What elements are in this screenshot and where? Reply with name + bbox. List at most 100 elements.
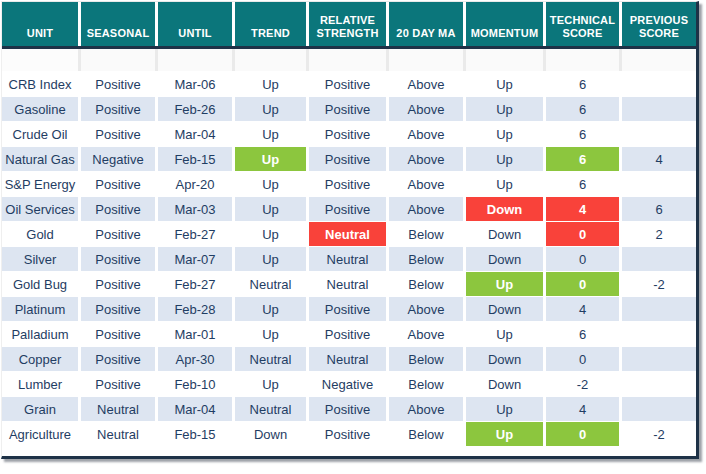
cell-trend: Up	[235, 322, 306, 346]
cell-momentum: Up	[466, 97, 543, 121]
cell-unit: Gold Bug	[2, 272, 78, 296]
cell-trend: Neutral	[235, 397, 306, 421]
cell-relative_strength: Positive	[309, 322, 386, 346]
cell-technical_score: 0	[546, 422, 619, 446]
column-header-until: UNTIL	[158, 2, 232, 46]
spacer-cell-previous_score	[622, 49, 696, 71]
technical-score-table: UNITSEASONALUNTILTRENDRELATIVE STRENGTH2…	[1, 1, 699, 459]
spacer-cell-unit	[2, 49, 78, 71]
cell-until: Feb-15	[158, 422, 232, 446]
column-header-ma20: 20 DAY MA	[389, 2, 463, 46]
spacer-cell-technical_score	[546, 49, 619, 71]
cell-trend: Neutral	[235, 272, 306, 296]
cell-seasonal: Positive	[81, 322, 155, 346]
header-row: UNITSEASONALUNTILTRENDRELATIVE STRENGTH2…	[2, 2, 696, 46]
spacer-cell-momentum	[466, 49, 543, 71]
cell-momentum: Up	[466, 322, 543, 346]
cell-trend: Up	[235, 197, 306, 221]
cell-previous_score: -2	[622, 422, 696, 446]
cell-relative_strength: Positive	[309, 147, 386, 171]
cell-previous_score	[622, 397, 696, 421]
cell-until: Feb-27	[158, 272, 232, 296]
cell-unit: Gasoline	[2, 97, 78, 121]
cell-momentum: Down	[466, 197, 543, 221]
cell-ma20: Above	[389, 297, 463, 321]
spacer-cell-seasonal	[81, 49, 155, 71]
column-header-previous_score: PREVIOUS SCORE	[622, 2, 696, 46]
cell-momentum: Up	[466, 147, 543, 171]
cell-momentum: Down	[466, 347, 543, 371]
cell-seasonal: Positive	[81, 297, 155, 321]
cell-until: Mar-03	[158, 197, 232, 221]
cell-previous_score	[622, 172, 696, 196]
cell-seasonal: Positive	[81, 197, 155, 221]
cell-ma20: Above	[389, 97, 463, 121]
cell-seasonal: Positive	[81, 97, 155, 121]
column-header-trend: TREND	[235, 2, 306, 46]
cell-unit: Platinum	[2, 297, 78, 321]
cell-relative_strength: Positive	[309, 122, 386, 146]
cell-ma20: Below	[389, 372, 463, 396]
cell-ma20: Above	[389, 172, 463, 196]
cell-until: Feb-27	[158, 222, 232, 246]
cell-seasonal: Positive	[81, 172, 155, 196]
cell-unit: Palladium	[2, 322, 78, 346]
cell-relative_strength: Positive	[309, 397, 386, 421]
spacer-cell-trend	[235, 49, 306, 71]
cell-until: Feb-10	[158, 372, 232, 396]
spacer-cell-relative_strength	[309, 49, 386, 71]
cell-relative_strength: Neutral	[309, 347, 386, 371]
cell-previous_score	[622, 372, 696, 396]
cell-until: Feb-26	[158, 97, 232, 121]
cell-trend: Up	[235, 297, 306, 321]
column-header-momentum: MOMENTUM	[466, 2, 543, 46]
cell-seasonal: Positive	[81, 72, 155, 96]
cell-until: Feb-28	[158, 297, 232, 321]
cell-unit: Oil Services	[2, 197, 78, 221]
cell-trend: Up	[235, 97, 306, 121]
cell-trend: Up	[235, 247, 306, 271]
cell-until: Mar-06	[158, 72, 232, 96]
page: { "chart_data": { "type": "table", "colu…	[0, 0, 706, 474]
column-header-seasonal: SEASONAL	[81, 2, 155, 46]
cell-seasonal: Positive	[81, 347, 155, 371]
cell-previous_score	[622, 297, 696, 321]
column-header-unit: UNIT	[2, 2, 78, 46]
cell-technical_score: 4	[546, 297, 619, 321]
cell-seasonal: Positive	[81, 272, 155, 296]
cell-unit: Gold	[2, 222, 78, 246]
cell-technical_score: 4	[546, 197, 619, 221]
cell-until: Mar-01	[158, 322, 232, 346]
spacer-cell-ma20	[389, 49, 463, 71]
cell-trend: Up	[235, 222, 306, 246]
cell-relative_strength: Positive	[309, 197, 386, 221]
cell-relative_strength: Positive	[309, 297, 386, 321]
cell-previous_score: 4	[622, 147, 696, 171]
cell-previous_score: -2	[622, 272, 696, 296]
bottom-strip	[2, 446, 696, 456]
cell-previous_score	[622, 322, 696, 346]
cell-technical_score: 6	[546, 172, 619, 196]
cell-momentum: Down	[466, 222, 543, 246]
cell-until: Mar-04	[158, 122, 232, 146]
cell-relative_strength: Positive	[309, 72, 386, 96]
cell-ma20: Above	[389, 122, 463, 146]
cell-technical_score: 6	[546, 72, 619, 96]
cell-technical_score: 4	[546, 397, 619, 421]
cell-until: Mar-07	[158, 247, 232, 271]
cell-momentum: Down	[466, 247, 543, 271]
cell-technical_score: 6	[546, 97, 619, 121]
cell-unit: Copper	[2, 347, 78, 371]
cell-unit: Grain	[2, 397, 78, 421]
cell-relative_strength: Neutral	[309, 222, 386, 246]
cell-unit: Natural Gas	[2, 147, 78, 171]
cell-ma20: Below	[389, 272, 463, 296]
cell-technical_score: 0	[546, 347, 619, 371]
cell-technical_score: 6	[546, 147, 619, 171]
cell-trend: Up	[235, 72, 306, 96]
cell-previous_score	[622, 347, 696, 371]
cell-seasonal: Negative	[81, 147, 155, 171]
cell-seasonal: Positive	[81, 222, 155, 246]
cell-trend: Down	[235, 422, 306, 446]
table-body: CRB IndexPositiveMar-06UpPositiveAboveUp…	[2, 72, 696, 446]
